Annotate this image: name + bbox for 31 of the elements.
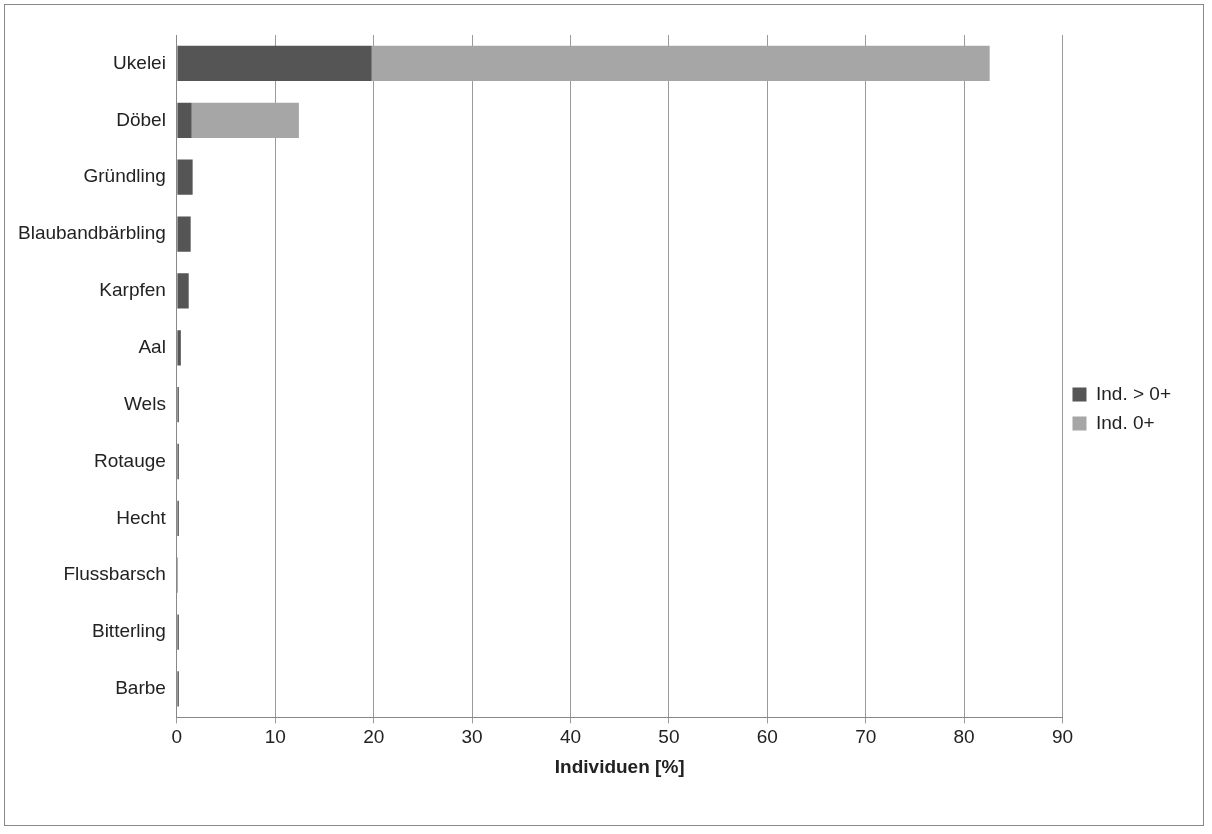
y-tick-label: Aal [138,336,166,357]
x-tick-label: 80 [953,726,975,748]
x-axis-title: Individuen [%] [554,755,685,777]
y-tick-label: Hecht [116,506,167,528]
y-tick-label: Karpfen [99,279,166,301]
y-tick-label: Rotauge [94,449,166,471]
bar [177,102,192,138]
y-tick-label: Döbel [116,108,166,130]
bar [177,273,189,309]
x-tick-label: 0 [171,726,183,748]
y-tick-label: Bitterling [91,620,166,642]
bar [177,45,372,82]
y-tick-label: Wels [124,392,166,414]
legend-label: Ind. 0+ [1095,411,1155,433]
x-tick-label: 50 [658,726,680,748]
y-tick-label: Blaubandbärbling [17,222,166,244]
x-tick-label: 60 [756,726,778,748]
x-tick-label: 20 [363,726,385,748]
x-tick-label: 40 [559,726,582,748]
bar [177,216,191,252]
legend-label: Ind. > 0+ [1095,382,1172,404]
y-tick-label: Ukelei [113,51,166,73]
x-tick-label: 90 [1051,726,1074,748]
y-tick-label: Barbe [115,677,166,699]
bar [177,330,181,366]
y-tick-label: Gründling [83,165,166,187]
x-tick-label: 30 [461,726,483,748]
bar [177,159,193,195]
x-tick-label: 70 [855,726,877,748]
x-tick-label: 10 [264,726,286,748]
y-tick-label: Flussbarsch [63,563,166,585]
